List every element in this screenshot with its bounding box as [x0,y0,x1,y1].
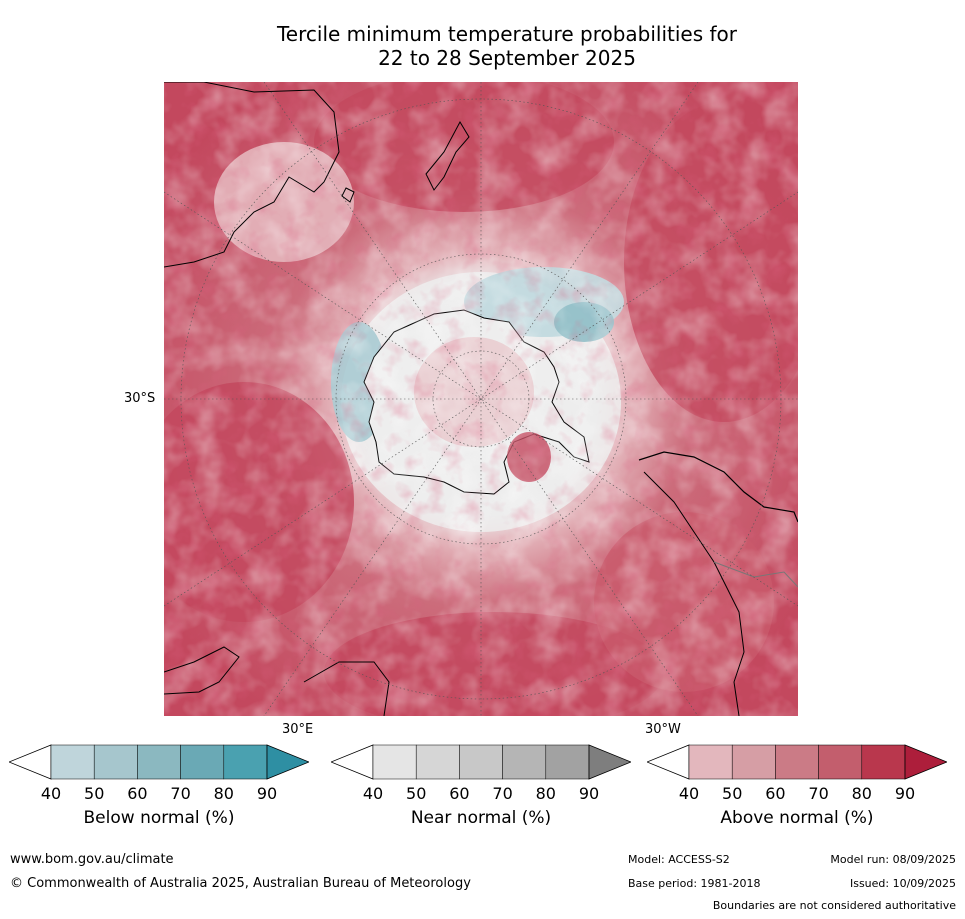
colorbar-segment [223,744,268,780]
colorbar-extend-high [588,744,631,780]
colorbar-tick-label: 40 [678,784,700,803]
colorbar-near-normal [331,743,631,781]
colorbar-above-label: Above normal (%) [720,808,874,828]
colorbar-below-normal [9,743,309,781]
colorbar-tick-label: 70 [170,784,191,803]
colorbar-tick-label: 60 [127,784,148,803]
footer-copyright: © Commonwealth of Australia 2025, Austra… [10,876,471,891]
madagascar-coastline [303,661,390,717]
chart-title: Tercile minimum temperature probabilitie… [0,22,965,70]
colorbar-tick-label: 50 [84,784,105,803]
tasmania-coastline [341,187,355,203]
colorbar-tick-label: 60 [765,784,786,803]
colorbar-tick-label: 60 [449,784,470,803]
colorbar-segment [818,744,863,780]
lon-label-30w: 30°W [645,722,681,737]
colorbar-segment [545,744,590,780]
colorbar-segment [502,744,547,780]
title-line-1: Tercile minimum temperature probabilitie… [276,22,738,46]
footer-model-run: Model run: 08/09/2025 [830,853,956,866]
colorbar-segment [861,744,906,780]
colorbar-tick-label: 90 [578,784,600,803]
south-america-east-coast [643,471,745,717]
australia-coastline [163,81,340,268]
colorbar-segment [775,744,819,780]
colorbar-segment [50,744,95,780]
colorbar-segment [688,744,733,780]
colorbar-segment [415,744,460,780]
africa-coastline [163,646,240,695]
colorbar-extend-low [331,744,374,780]
colorbar-tick-label: 40 [40,784,62,803]
footer-model: Model: ACCESS-S2 [628,853,730,866]
colorbar-tick-label: 80 [851,784,872,803]
colorbar-tick-label: 70 [492,784,513,803]
footer-base-period: Base period: 1981-2018 [628,877,761,890]
colorbar-segment [372,744,417,780]
colorbar-segment [180,744,225,780]
colorbar-segment [93,744,138,780]
colorbar-tick-label: 50 [406,784,427,803]
colorbar-near-label: Near normal (%) [410,808,552,828]
probability-map [10,0,952,870]
colorbar-tick-label: 40 [362,784,384,803]
lat-label-30s: 30°S [124,391,156,406]
footer-issued: Issued: 10/09/2025 [849,877,956,890]
colorbar-tick-label: 80 [213,784,234,803]
colorbar-extend-low [647,744,690,780]
footer-disclaimer: Boundaries are not considered authoritat… [712,899,956,912]
new-zealand-coastline [425,120,470,191]
footer-url[interactable]: www.bom.gov.au/climate [10,852,174,867]
title-line-2: 22 to 28 September 2025 [378,46,636,70]
country-border [713,561,799,588]
map-svg [10,0,952,870]
colorbar-tick-label: 80 [535,784,556,803]
colorbar-extend-low [9,744,52,780]
lon-label-30e: 30°E [282,722,314,737]
south-america-coastline [638,451,799,523]
colorbar-extend-high [904,744,947,780]
colorbar-above-normal [647,743,947,781]
colorbar-tick-label: 70 [808,784,829,803]
colorbar-segment [459,744,503,780]
colorbar-extend-high [266,744,309,780]
colorbar-tick-label: 50 [722,784,743,803]
colorbar-tick-label: 90 [894,784,916,803]
colorbar-segment [731,744,776,780]
colorbar-tick-label: 90 [256,784,278,803]
colorbar-below-label: Below normal (%) [83,808,235,828]
colorbar-segment [137,744,181,780]
